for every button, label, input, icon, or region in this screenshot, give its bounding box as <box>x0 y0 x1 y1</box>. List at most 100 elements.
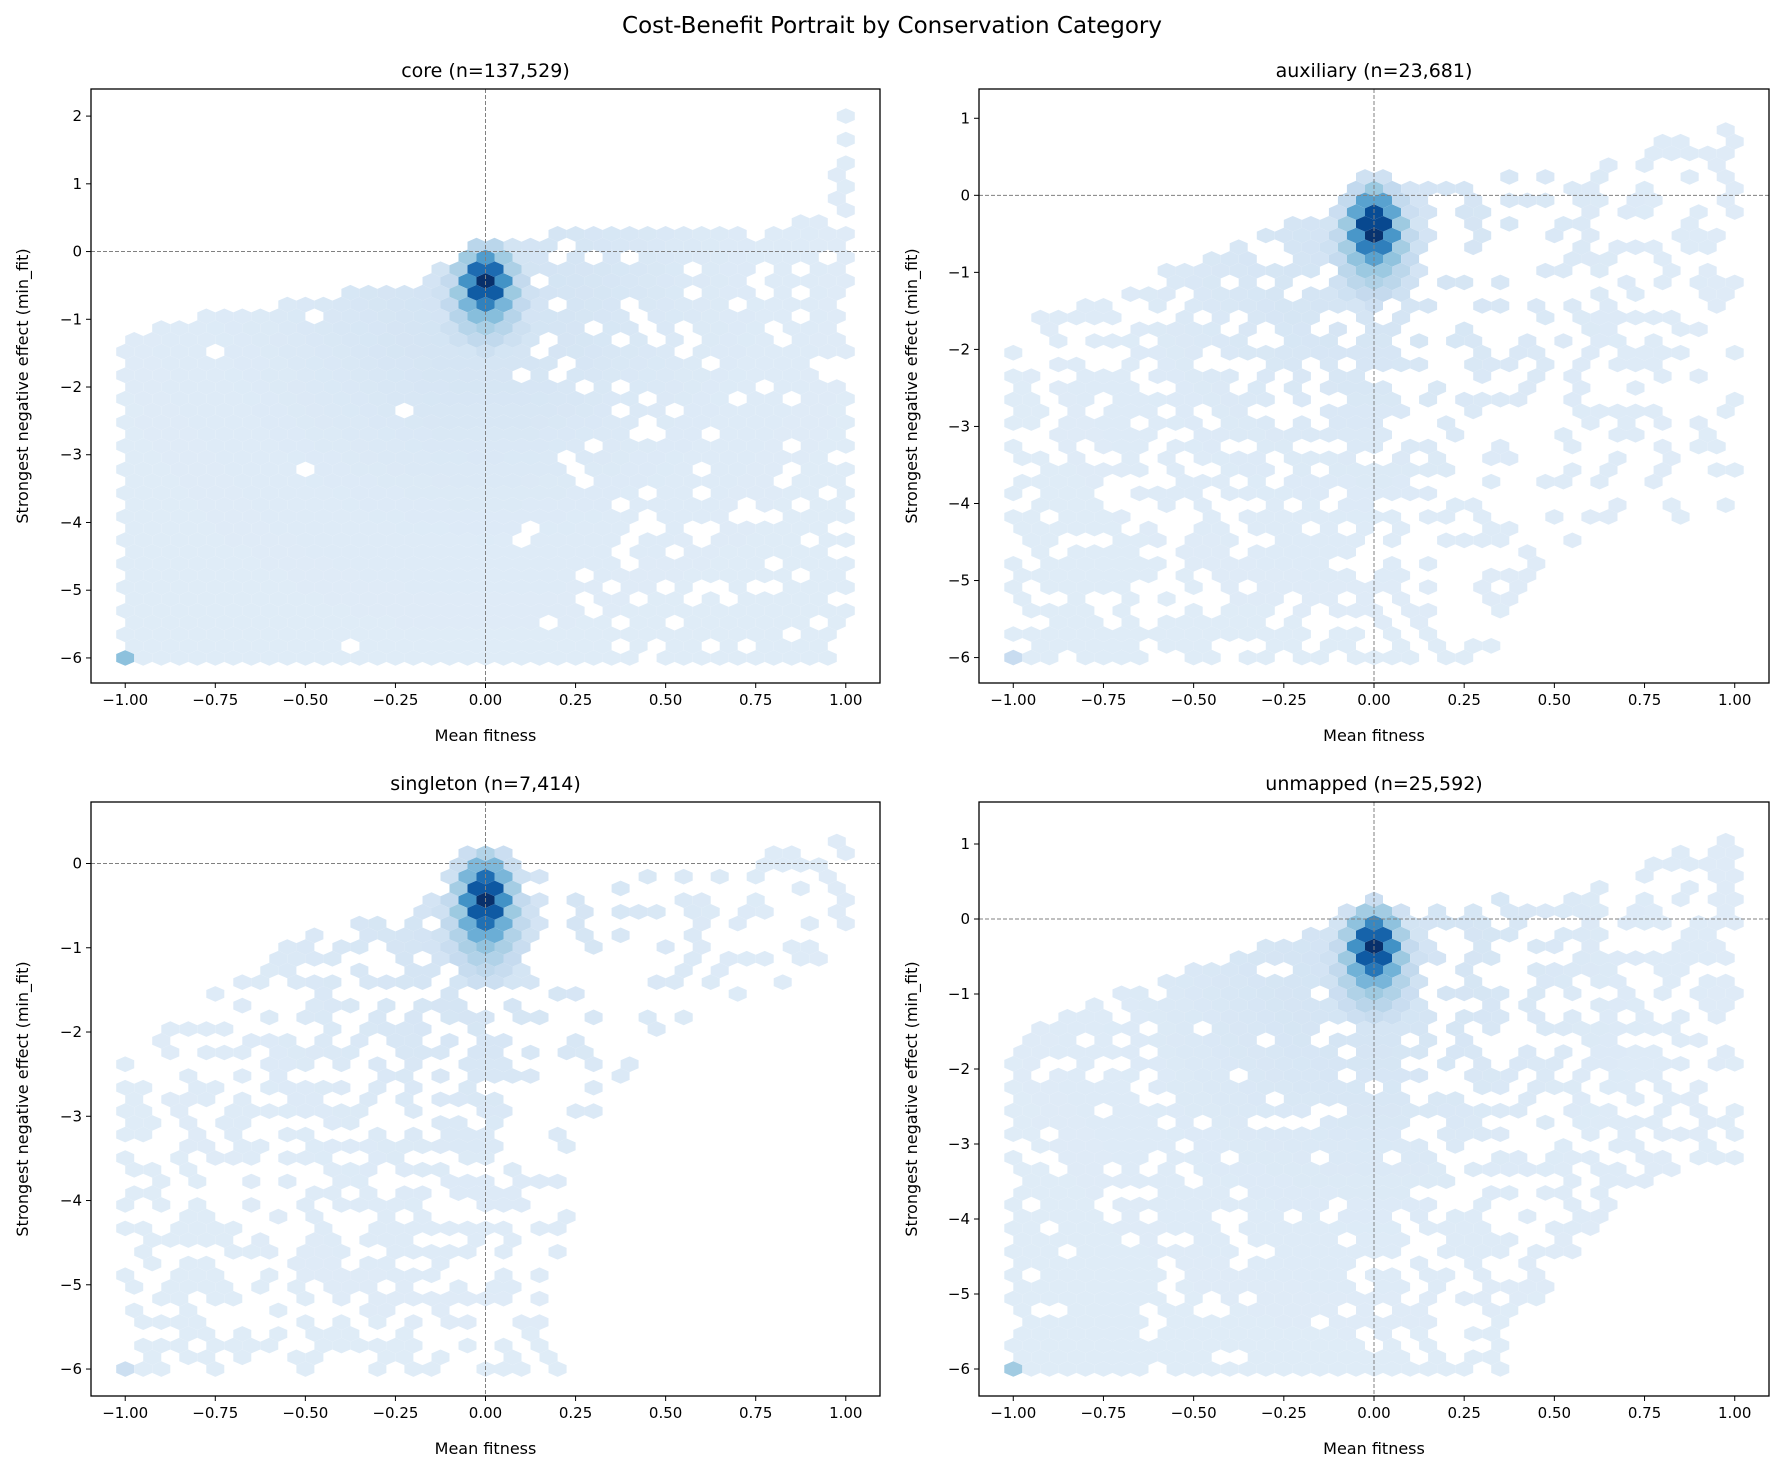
hexbin-cell <box>1319 380 1338 396</box>
hexbin-cell <box>1112 1079 1131 1096</box>
hexbin-cell <box>494 485 513 501</box>
hexbin-cell <box>584 532 603 548</box>
hexbin-cell <box>134 1103 153 1119</box>
hexbin-cell <box>1635 344 1654 361</box>
hexbin-cell <box>314 1150 333 1166</box>
hexbin-cell <box>584 296 603 313</box>
hexbin-cell <box>1716 169 1735 185</box>
hexbin-cell <box>1617 204 1636 220</box>
hexbin-cell <box>413 520 432 537</box>
hexbin-cell <box>521 1326 540 1342</box>
hexbin-cell <box>314 390 333 407</box>
hexbin-cell <box>548 343 567 360</box>
hexbin-cell <box>449 1185 468 1201</box>
hexbin-cell <box>467 857 486 873</box>
hexbin-cell <box>404 508 423 525</box>
hexbin-cell <box>422 650 441 666</box>
hexbin-cell <box>719 426 738 442</box>
x-tick-label: 0.25 <box>1447 1404 1480 1422</box>
hexbin-cell <box>305 449 324 466</box>
hexbin-cell <box>215 497 234 513</box>
hexbin-cell <box>251 473 270 490</box>
hexbin-cell <box>1301 1279 1320 1295</box>
hexbin-cell <box>1256 1149 1275 1166</box>
hexbin-cell <box>179 1255 198 1272</box>
hexbin-cell <box>1040 462 1059 478</box>
hexbin-cell <box>332 1337 351 1354</box>
hexbin-cell <box>1337 950 1356 966</box>
hexbin-cell <box>1112 391 1131 408</box>
hexbin-cell <box>341 402 360 419</box>
hexbin-cell <box>521 904 540 920</box>
hexbin-cell <box>1356 497 1374 513</box>
hexbin-cell <box>557 473 576 490</box>
y-tick-label: −6 <box>60 649 82 667</box>
hexbin-cell <box>1292 462 1311 478</box>
hexbin-cell <box>1599 1009 1618 1025</box>
hexbin-cell <box>1662 145 1681 162</box>
hexbin-cell <box>1229 262 1248 279</box>
hexbin-cell <box>1437 1102 1456 1119</box>
hexbin-cell <box>485 974 504 990</box>
hexbin-cell <box>1184 485 1203 502</box>
hexbin-cell <box>1004 509 1023 525</box>
hexbin-cell <box>1383 1267 1402 1283</box>
hexbin-cell <box>1247 1255 1266 1272</box>
hexbin-cell <box>305 520 324 537</box>
hexbin-cell <box>1716 192 1735 209</box>
hexbin-cell <box>440 343 459 360</box>
hexbin-cell <box>494 579 513 596</box>
y-tick-label: −3 <box>60 1107 82 1125</box>
hexbin-cell <box>1572 926 1591 943</box>
hexbin-cell <box>1202 1361 1221 1377</box>
hexbin-cell <box>1491 298 1510 314</box>
hexbin-cell <box>332 1267 351 1284</box>
hexbin-cell <box>440 1244 459 1260</box>
hexbin-cell <box>1247 1138 1266 1154</box>
hexbin-cell <box>1590 997 1609 1013</box>
hexbin-cell <box>233 332 252 348</box>
hexbin-cell <box>278 320 297 336</box>
hexbin-cell <box>260 579 279 596</box>
hexbin-cell <box>350 579 369 596</box>
hexbin-cell <box>377 332 396 348</box>
hexbin-cell <box>503 880 522 897</box>
hexbin-cell <box>1175 1091 1194 1107</box>
hexbin-cell <box>431 1044 450 1061</box>
hexbin-cell <box>1265 1020 1284 1037</box>
hexbin-cell <box>494 273 513 289</box>
hexbin-cell <box>1166 1079 1185 1096</box>
hexbin-cell <box>1148 321 1167 338</box>
hexbin-cell <box>1617 1079 1636 1096</box>
hexbin-cell <box>1220 1009 1239 1025</box>
hexbin-cell <box>827 497 846 513</box>
hexbin-cell <box>1247 567 1266 584</box>
hexbin-cell <box>1301 544 1320 560</box>
hexbin-cell <box>530 650 549 666</box>
hexbin-cell <box>809 473 828 490</box>
hexbin-cell <box>827 284 846 301</box>
hexbin-cell <box>512 626 531 643</box>
hexbin-cell <box>179 497 198 513</box>
hexbin-cell <box>1094 1173 1113 1189</box>
hexbin-cell <box>629 567 648 584</box>
hexbin-cell <box>1031 309 1050 326</box>
hexbin-cell <box>1184 1290 1203 1307</box>
hexbin-cell <box>1527 556 1546 572</box>
hexbin-cell <box>584 1056 603 1073</box>
hexbin-cell <box>1085 1138 1104 1154</box>
hexbin-cell <box>278 1150 297 1166</box>
hexbin-cell <box>1725 274 1744 291</box>
hexbin-cell <box>260 1009 279 1026</box>
hexbin-cell <box>602 555 621 572</box>
hexbin-cell <box>215 473 234 490</box>
hexbin-cell <box>1265 497 1284 513</box>
hexbin-cell <box>674 626 693 643</box>
hexbin-cell <box>1274 1079 1293 1096</box>
hexbin-cell <box>377 1232 396 1248</box>
hexbin-cell <box>1328 344 1347 361</box>
hexbin-cell <box>1346 602 1365 619</box>
hexbin-cell <box>449 497 468 513</box>
hexbin-cell <box>1049 614 1068 631</box>
hexbin-cell <box>1346 1196 1365 1213</box>
